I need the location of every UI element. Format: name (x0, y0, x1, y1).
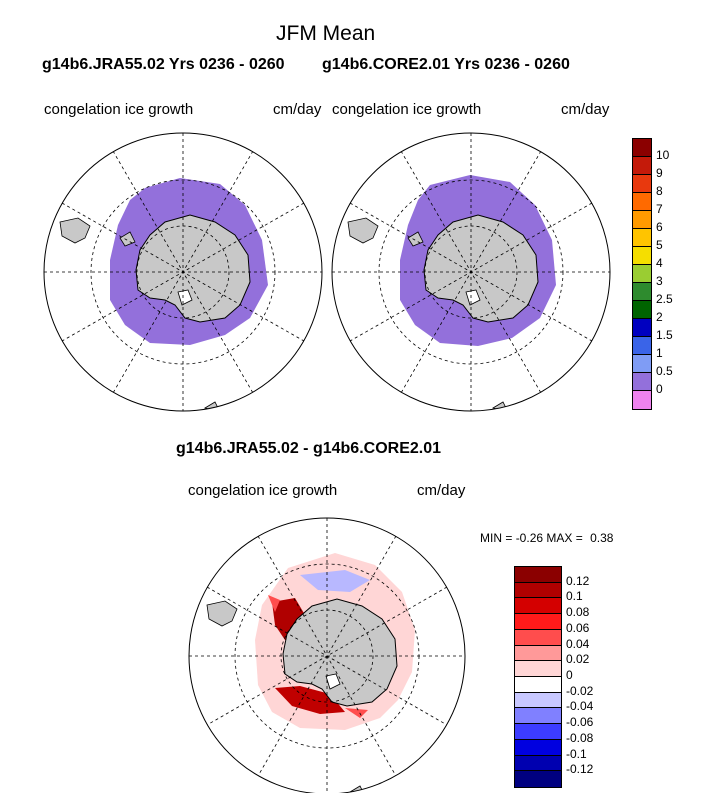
colorbar-tick-label: -0.02 (566, 683, 594, 698)
colorbar-tick-label: -0.1 (566, 746, 587, 761)
antarctica-landmass (135, 214, 251, 323)
colorbar-segment (633, 247, 651, 265)
antarctica-landmass (423, 214, 539, 323)
mean-colorbar (632, 138, 652, 410)
max-label: MAX = (546, 531, 583, 545)
min-max-readout: MIN = -0.26 MAX = 0.38 (480, 531, 613, 545)
main-title: JFM Mean (276, 22, 376, 45)
colorbar-tick-label: 4 (656, 256, 663, 270)
colorbar-segment (633, 211, 651, 229)
colorbar-tick-label: 2.5 (656, 292, 673, 306)
colorbar-segment (515, 645, 561, 662)
left-units-label: cm/day (273, 101, 322, 118)
colorbar-segment (633, 391, 651, 409)
colorbar-tick-label: 1 (656, 346, 663, 360)
antarctica-landmass (282, 598, 398, 707)
colorbar-tick-label: 3 (656, 274, 663, 288)
colorbar-segment (633, 283, 651, 301)
colorbar-segment (633, 373, 651, 391)
colorbar-segment (633, 157, 651, 175)
colorbar-tick-label: 10 (656, 148, 670, 162)
diff-colorbar (514, 566, 562, 788)
right-units-label: cm/day (561, 101, 610, 118)
colorbar-segment (633, 355, 651, 373)
colorbar-tick-label: 8 (656, 184, 663, 198)
max-value: 0.38 (590, 531, 614, 545)
colorbar-tick-label: 0 (656, 382, 663, 396)
colorbar-segment (633, 265, 651, 283)
colorbar-tick-label: 9 (656, 166, 663, 180)
colorbar-tick-label: 0.1 (566, 589, 583, 604)
left-field-label: congelation ice growth (44, 101, 194, 118)
colorbar-tick-label: 0.08 (566, 605, 590, 620)
min-value: -0.26 (515, 531, 544, 545)
colorbar-tick-label: 0.02 (566, 652, 590, 667)
colorbar-segment (515, 677, 561, 693)
colorbar-tick-label: 0.5 (656, 364, 673, 378)
colorbar-segment (515, 755, 561, 772)
colorbar-segment (633, 319, 651, 337)
colorbar-tick-label: -0.08 (566, 730, 594, 745)
right-panel-header: g14b6.CORE2.01 Yrs 0236 - 0260 (322, 56, 570, 73)
left-panel-header: g14b6.JRA55.02 Yrs 0236 - 0260 (42, 56, 285, 73)
colorbar-tick-label: 6 (656, 220, 663, 234)
colorbar-segment (633, 337, 651, 355)
colorbar-segment (515, 661, 561, 677)
colorbar-tick-label: 0.12 (566, 573, 590, 588)
colorbar-tick-label: 0 (566, 668, 573, 682)
colorbar-segment (633, 139, 651, 157)
colorbar-segment (633, 301, 651, 319)
colorbar-tick-label: -0.06 (566, 715, 594, 730)
colorbar-segment (515, 614, 561, 630)
colorbar-tick-label: 1.5 (656, 328, 673, 342)
diff-panel-header: g14b6.JRA55.02 - g14b6.CORE2.01 (176, 440, 442, 457)
colorbar-segment (633, 229, 651, 247)
colorbar-segment (515, 771, 561, 787)
colorbar-tick-label: -0.04 (566, 699, 594, 714)
colorbar-segment (515, 739, 561, 756)
diff-units-label: cm/day (417, 482, 466, 499)
colorbar-tick-label: -0.12 (566, 762, 594, 777)
colorbar-tick-label: 7 (656, 202, 663, 216)
right-field-label: congelation ice growth (332, 101, 482, 118)
colorbar-segment (515, 567, 561, 583)
colorbar-segment (633, 175, 651, 193)
diff-field-label: congelation ice growth (188, 482, 338, 499)
colorbar-segment (633, 193, 651, 211)
colorbar-segment (515, 582, 561, 599)
colorbar-segment (515, 724, 561, 740)
colorbar-tick-label: 2 (656, 310, 663, 324)
colorbar-segment (515, 692, 561, 709)
min-label: MIN = (480, 531, 513, 545)
colorbar-segment (515, 598, 561, 615)
colorbar-tick-label: 0.04 (566, 636, 590, 651)
colorbar-segment (515, 708, 561, 725)
colorbar-segment (515, 629, 561, 646)
colorbar-tick-label: 0.06 (566, 620, 590, 635)
colorbar-tick-label: 5 (656, 238, 663, 252)
